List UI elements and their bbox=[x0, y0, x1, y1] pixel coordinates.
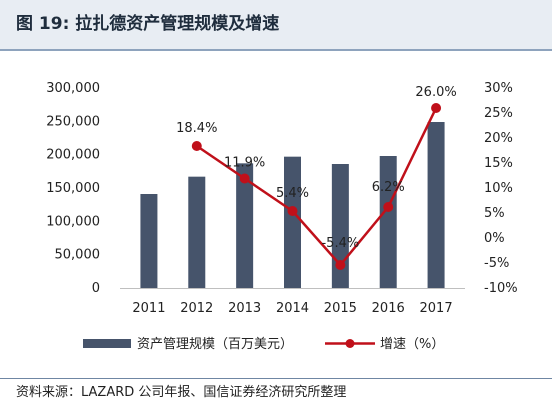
growth-point bbox=[287, 206, 298, 216]
left-axis-tick-label: 50,000 bbox=[55, 248, 101, 263]
bar bbox=[188, 176, 206, 288]
x-axis-tick-label: 2011 bbox=[132, 301, 165, 316]
growth-data-label: 6.2% bbox=[372, 180, 405, 195]
x-axis-tick-label: 2017 bbox=[420, 301, 453, 316]
x-axis-tick-label: 2014 bbox=[276, 301, 309, 316]
left-axis-tick-label: 0 bbox=[92, 281, 100, 296]
right-axis-tick-label: -5% bbox=[484, 256, 509, 271]
growth-point bbox=[191, 141, 202, 151]
chart: 0 50,000 100,000 150,000 200,000 250,000 300,0… bbox=[46, 81, 518, 352]
bar bbox=[427, 122, 445, 288]
growth-point bbox=[335, 260, 346, 270]
growth-data-label: 26.0% bbox=[415, 85, 456, 100]
right-axis-tick-label: 15% bbox=[484, 156, 513, 171]
right-axis-tick-label: 25% bbox=[484, 106, 513, 121]
right-axis-tick-label: 0% bbox=[484, 231, 505, 246]
x-axis-tick-label: 2015 bbox=[324, 301, 357, 316]
legend-label-line: 增速（%） bbox=[380, 337, 444, 352]
x-axis-tick-label: 2013 bbox=[228, 301, 261, 316]
growth-point bbox=[383, 202, 394, 212]
bar bbox=[236, 163, 254, 288]
right-axis-tick-label: 20% bbox=[484, 131, 513, 146]
left-axis-tick-label: 100,000 bbox=[46, 214, 100, 229]
growth-data-label: -5.4% bbox=[321, 236, 359, 251]
legend-label-bar: 资产管理规模（百万美元） bbox=[137, 337, 293, 352]
growth-point bbox=[431, 103, 442, 113]
bar bbox=[140, 194, 158, 288]
bar bbox=[379, 156, 397, 288]
growth-data-label: 5.4% bbox=[276, 186, 309, 201]
right-axis-tick-label: -10% bbox=[484, 281, 518, 296]
growth-data-label: 18.4% bbox=[176, 121, 217, 136]
growth-data-label: 11.9% bbox=[224, 156, 265, 171]
bar bbox=[331, 164, 349, 288]
right-axis-tick-label: 30% bbox=[484, 81, 513, 96]
x-axis-tick-label: 2012 bbox=[180, 301, 213, 316]
left-axis-tick-label: 150,000 bbox=[46, 181, 100, 196]
legend-swatch-marker bbox=[345, 339, 355, 348]
right-axis-tick-label: 5% bbox=[484, 206, 505, 221]
growth-point bbox=[239, 173, 250, 184]
bar bbox=[284, 156, 301, 288]
source-note: 资料来源：LAZARD 公司年报、国信证券经济研究所整理 bbox=[0, 378, 552, 407]
legend-swatch-bar bbox=[83, 339, 131, 348]
growth-line bbox=[196, 107, 438, 267]
x-axis-tick-label: 2016 bbox=[372, 301, 405, 316]
left-axis-tick-label: 200,000 bbox=[46, 148, 100, 163]
figure-title: 图 19: 拉扎德资产管理规模及增速 bbox=[0, 0, 552, 51]
left-axis-tick-label: 300,000 bbox=[46, 81, 100, 96]
right-axis-tick-label: 10% bbox=[484, 181, 513, 196]
left-axis-tick-label: 250,000 bbox=[46, 114, 100, 129]
